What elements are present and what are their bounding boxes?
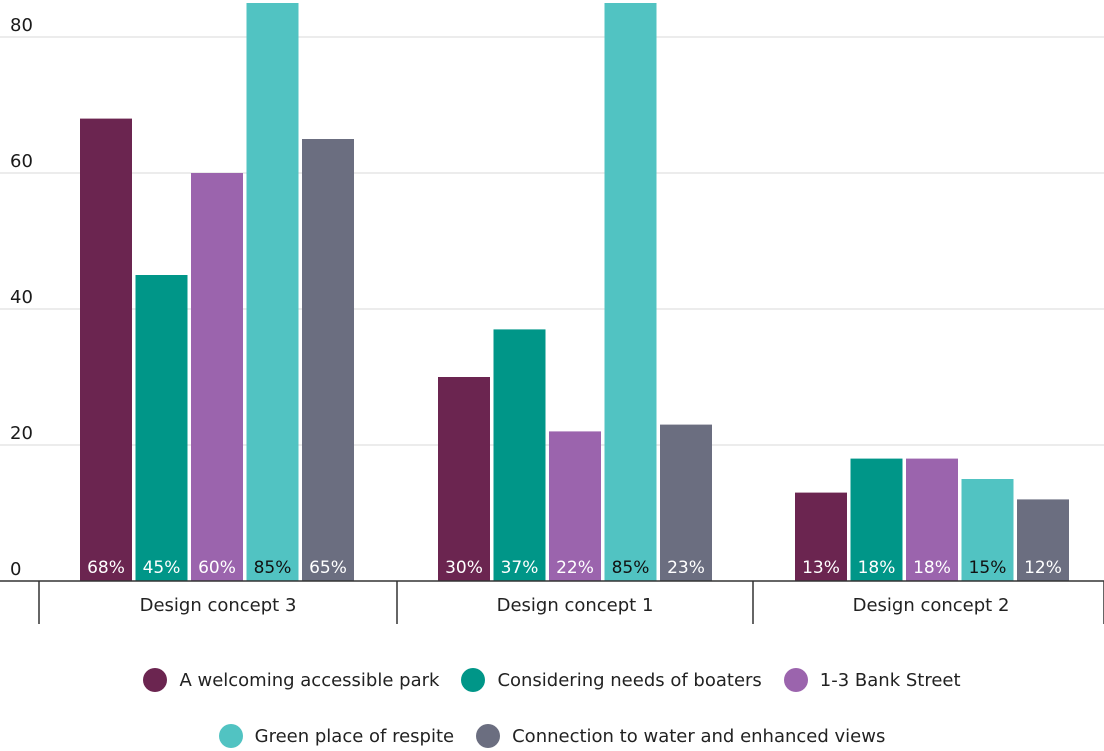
bar [302,139,354,581]
legend-row-2: Green place of respite Connection to wat… [0,724,1104,748]
y-axis-ticks: 0 20 40 60 80 [10,15,33,580]
bar [906,458,958,581]
data-label: 68% [87,558,125,578]
category-label: Design concept 1 [497,595,654,616]
data-label: 13% [802,558,840,578]
y-tick-label: 40 [10,287,33,308]
bar [246,3,299,581]
legend-swatch [476,724,501,748]
bar-chart: 0 20 40 60 80 68% 30% 13% 45% 37% 18% 60% 22% 18% 85%… [0,3,1104,624]
bar [438,377,490,581]
legend-label: Green place of respite [254,725,455,747]
data-label: 12% [1024,558,1062,578]
legend-row-1: A welcoming accessible park Considering … [0,668,1104,692]
bar [191,173,243,581]
legend-swatch [143,668,168,692]
legend-swatch [461,668,486,692]
bar [795,492,847,581]
data-label: 37% [501,558,539,578]
data-label: 18% [913,558,951,578]
legend-item-green-respite: Green place of respite [218,724,455,748]
y-tick-label: 60 [10,151,33,172]
bar [135,275,188,581]
y-tick-label: 80 [10,15,33,36]
bars [80,3,1069,581]
data-label: 45% [143,558,181,578]
x-axis: Design concept 3 Design concept 1 Design c… [0,580,1104,624]
bar [549,431,601,581]
data-label: 30% [445,558,483,578]
y-tick-label: 20 [10,423,33,444]
legend-item-bank-street: 1-3 Bank Street [783,668,961,692]
legend-item-boaters: Considering needs of boaters [461,668,762,692]
data-label: 23% [667,558,705,578]
bar [660,424,712,581]
legend-label: A welcoming accessible park [179,669,440,691]
bar [80,118,132,581]
bar [850,458,903,581]
legend-label: Considering needs of boaters [497,669,762,691]
legend-swatch [783,668,808,692]
legend-label: Connection to water and enhanced views [512,725,886,747]
data-label: 22% [556,558,594,578]
bar [604,3,657,581]
bar [961,479,1014,581]
data-label: 85% [254,558,292,578]
category-label: Design concept 2 [853,595,1010,616]
data-label: 60% [198,558,236,578]
y-tick-label: 0 [10,559,21,580]
bar [493,329,546,581]
category-label: Design concept 3 [140,595,297,616]
legend-swatch [218,724,243,748]
data-labels: 68% 30% 13% 45% 37% 18% 60% 22% 18% 85% 85% 15% 65% 2… [87,558,1062,578]
data-label: 65% [309,558,347,578]
data-label: 85% [612,558,650,578]
data-label: 18% [858,558,896,578]
data-label: 15% [969,558,1007,578]
bar [1017,499,1069,581]
legend-label: 1-3 Bank Street [819,669,961,691]
legend-item-water-views: Connection to water and enhanced views [476,724,885,748]
legend-item-welcoming-park: A welcoming accessible park [143,668,439,692]
